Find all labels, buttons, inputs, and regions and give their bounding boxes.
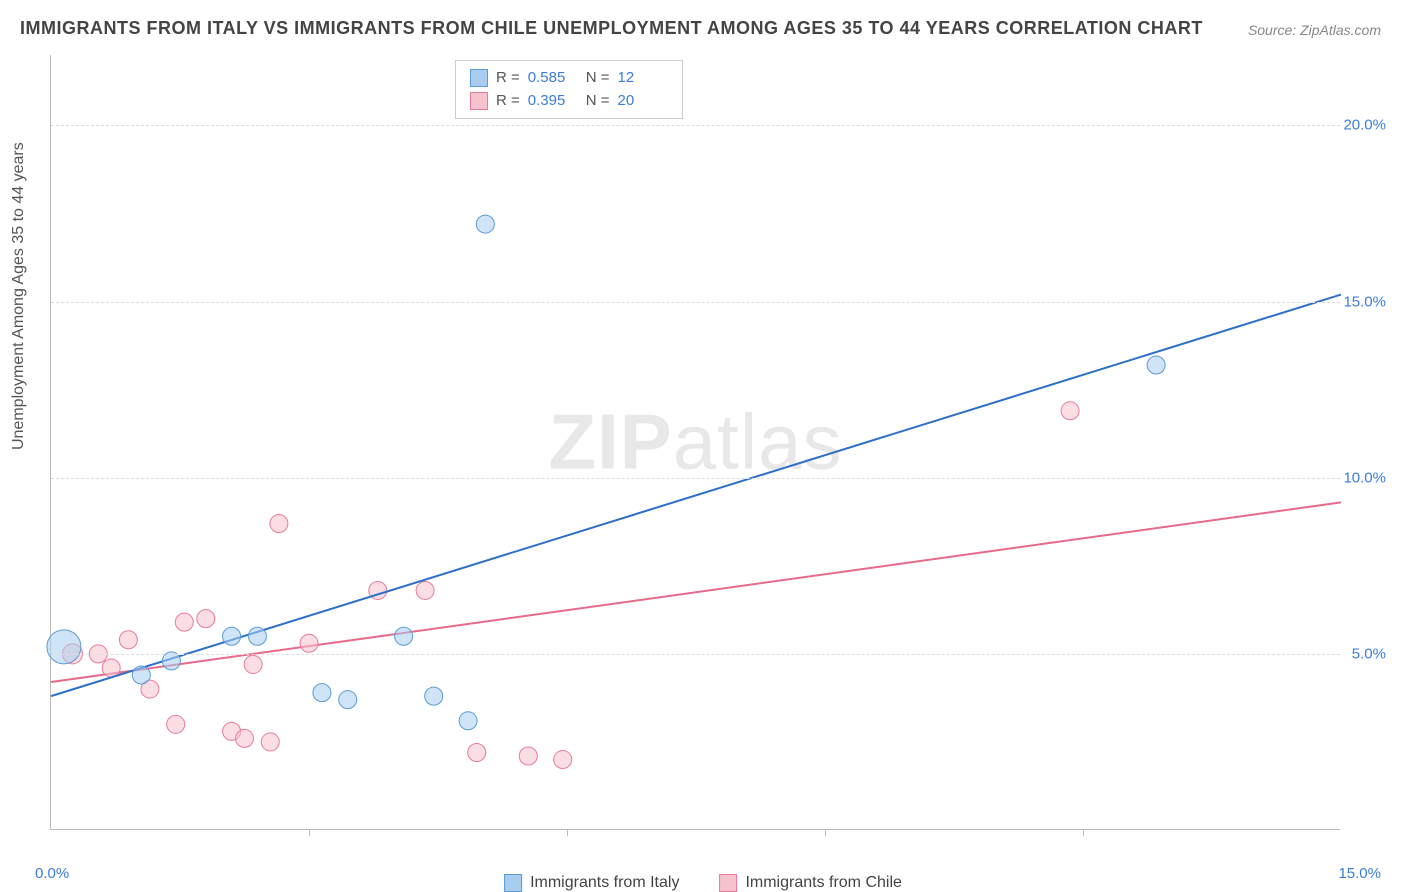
n-value-chile: 20 [618, 90, 668, 113]
swatch-italy-bottom [504, 874, 522, 892]
data-point-italy [47, 630, 81, 664]
y-tick-label: 15.0% [1343, 293, 1386, 310]
data-point-chile [261, 733, 279, 751]
plot-area: ZIPatlas [50, 55, 1340, 830]
swatch-chile [470, 92, 488, 110]
r-value-chile: 0.395 [528, 90, 578, 113]
data-point-chile [468, 744, 486, 762]
data-point-italy [339, 691, 357, 709]
legend-label-italy: Immigrants from Italy [530, 874, 679, 892]
data-point-chile [416, 581, 434, 599]
x-tick [825, 829, 826, 836]
data-point-chile [167, 715, 185, 733]
data-point-chile [270, 515, 288, 533]
gridline-h [51, 125, 1340, 126]
n-label-chile: N = [586, 90, 610, 113]
legend-row-chile: R = 0.395 N = 20 [470, 90, 668, 113]
x-tick [309, 829, 310, 836]
data-point-chile [175, 613, 193, 631]
data-point-italy [132, 666, 150, 684]
legend-item-chile: Immigrants from Chile [719, 874, 901, 892]
data-point-italy [425, 687, 443, 705]
data-point-italy [248, 627, 266, 645]
data-point-chile [1061, 402, 1079, 420]
data-point-italy [1147, 356, 1165, 374]
x-tick-label-0: 0.0% [35, 865, 69, 882]
chart-title: IMMIGRANTS FROM ITALY VS IMMIGRANTS FROM… [20, 18, 1203, 39]
y-axis-label: Unemployment Among Ages 35 to 44 years [10, 142, 28, 450]
gridline-h [51, 478, 1340, 479]
data-point-italy [476, 215, 494, 233]
x-tick-label-1: 15.0% [1338, 865, 1381, 882]
n-value-italy: 12 [618, 67, 668, 90]
data-point-chile [244, 655, 262, 673]
r-value-italy: 0.585 [528, 67, 578, 90]
legend-series: Immigrants from Italy Immigrants from Ch… [504, 874, 902, 892]
gridline-h [51, 302, 1340, 303]
y-tick-label: 5.0% [1352, 645, 1386, 662]
data-point-italy [313, 684, 331, 702]
legend-item-italy: Immigrants from Italy [504, 874, 679, 892]
r-label-chile: R = [496, 90, 520, 113]
chart-svg [51, 55, 1340, 829]
data-point-chile [236, 729, 254, 747]
regression-line-italy [51, 295, 1341, 697]
r-label-italy: R = [496, 67, 520, 90]
regression-line-chile [51, 502, 1341, 682]
swatch-chile-bottom [719, 874, 737, 892]
data-point-italy [459, 712, 477, 730]
data-point-italy [395, 627, 413, 645]
y-tick-label: 20.0% [1343, 117, 1386, 134]
data-point-chile [300, 634, 318, 652]
data-point-chile [102, 659, 120, 677]
legend-row-italy: R = 0.585 N = 12 [470, 67, 668, 90]
y-tick-label: 10.0% [1343, 469, 1386, 486]
data-point-chile [119, 631, 137, 649]
x-tick [567, 829, 568, 836]
n-label-italy: N = [586, 67, 610, 90]
source-attribution: Source: ZipAtlas.com [1248, 22, 1381, 38]
data-point-chile [197, 610, 215, 628]
swatch-italy [470, 69, 488, 87]
gridline-h [51, 654, 1340, 655]
data-point-chile [519, 747, 537, 765]
data-point-italy [223, 627, 241, 645]
x-tick [1083, 829, 1084, 836]
data-point-chile [554, 751, 572, 769]
legend-label-chile: Immigrants from Chile [745, 874, 901, 892]
legend-correlation: R = 0.585 N = 12 R = 0.395 N = 20 [455, 60, 683, 119]
